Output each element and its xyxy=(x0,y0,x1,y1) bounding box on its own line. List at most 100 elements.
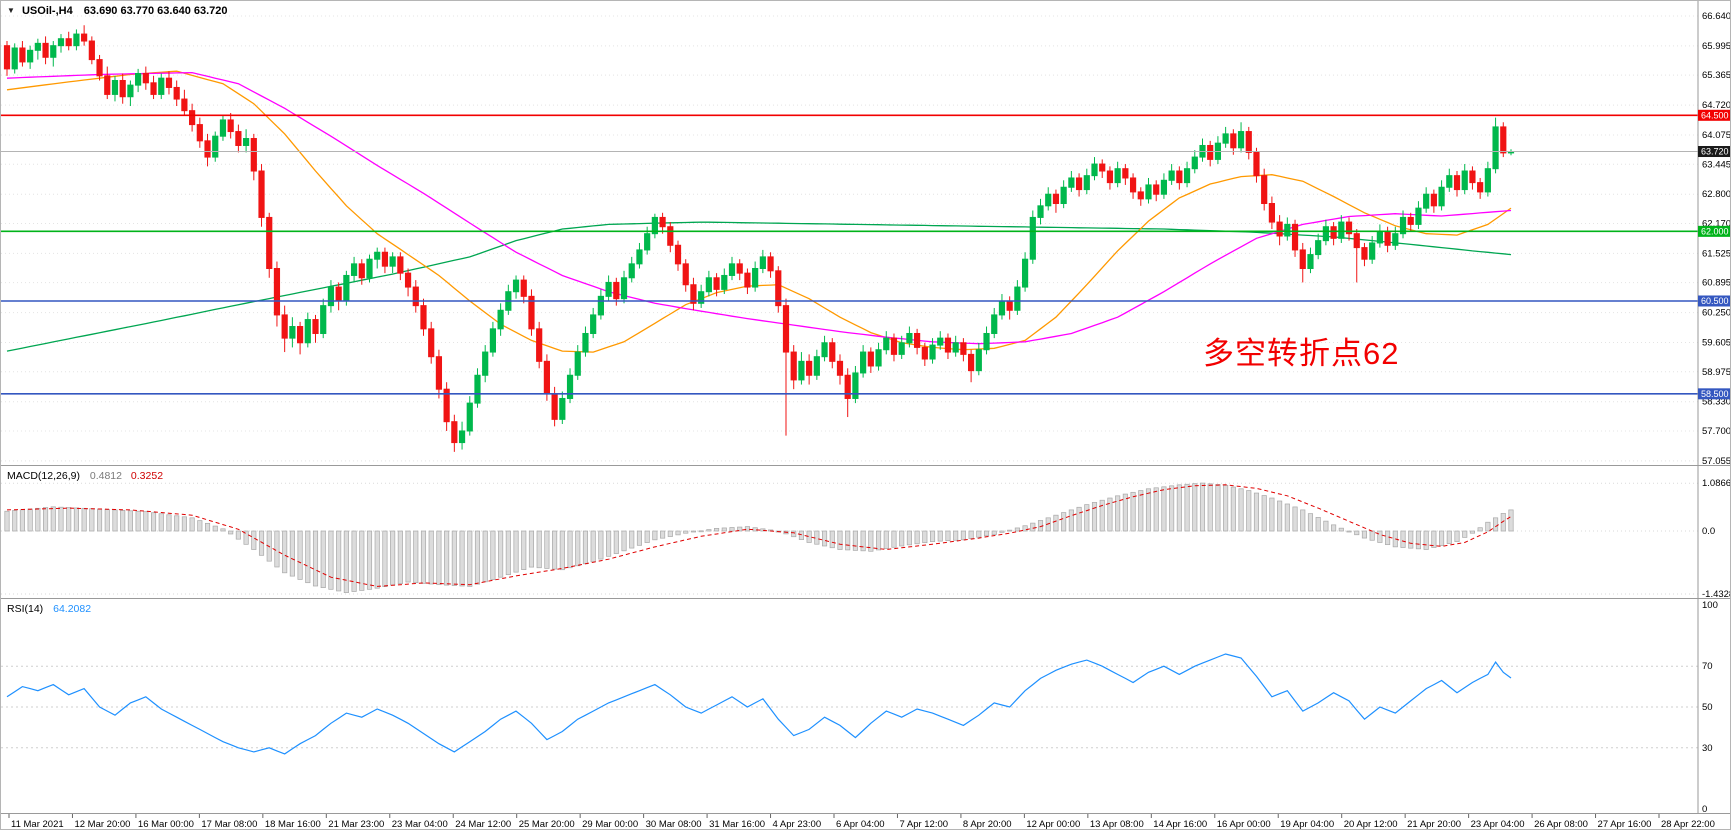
candle xyxy=(690,277,697,311)
candle xyxy=(19,41,26,67)
candle xyxy=(497,303,504,336)
candle xyxy=(266,212,273,278)
candle xyxy=(1461,164,1468,195)
candle xyxy=(242,129,250,153)
candle xyxy=(1492,117,1499,174)
main-price-pane[interactable] xyxy=(1,15,1698,462)
candle xyxy=(1299,242,1306,283)
candle xyxy=(628,256,635,283)
price-tick-label: 58.975 xyxy=(1702,367,1731,378)
rsi-tick-label: 100 xyxy=(1702,600,1718,611)
time-tick-label: 14 Apr 16:00 xyxy=(1153,819,1207,830)
candle xyxy=(219,115,227,141)
price-tick-label: 60.250 xyxy=(1702,308,1731,319)
candle xyxy=(512,275,520,299)
candle xyxy=(1261,168,1268,211)
macd-histogram xyxy=(4,482,1514,593)
candle xyxy=(1469,166,1476,190)
candle xyxy=(667,222,674,253)
candle xyxy=(1083,168,1090,195)
candle xyxy=(852,365,859,404)
candle xyxy=(559,391,566,425)
candle xyxy=(258,164,265,227)
candle xyxy=(929,338,936,364)
candle xyxy=(960,338,967,362)
candle xyxy=(1291,219,1299,257)
candle xyxy=(1037,198,1044,225)
rsi-line xyxy=(6,653,1512,755)
candle xyxy=(867,347,874,373)
candle xyxy=(1438,180,1445,211)
candle xyxy=(798,352,805,385)
candle xyxy=(790,345,797,390)
candle xyxy=(81,25,88,46)
candle xyxy=(204,133,211,167)
candle xyxy=(574,345,581,380)
candle xyxy=(528,289,535,336)
candle xyxy=(57,34,65,53)
candle xyxy=(590,307,597,339)
rsi-tick-label: 30 xyxy=(1702,743,1713,754)
time-tick-label: 6 Apr 04:00 xyxy=(836,819,885,830)
candle xyxy=(173,80,180,107)
time-tick-label: 24 Mar 12:00 xyxy=(455,819,511,830)
candle xyxy=(829,338,836,369)
candle xyxy=(1021,252,1029,292)
candles-layer xyxy=(3,25,1515,452)
candle xyxy=(366,254,373,283)
candle xyxy=(1276,215,1283,246)
price-badge-label: 60.500 xyxy=(1701,296,1729,306)
candle xyxy=(104,66,111,100)
candle xyxy=(1075,173,1083,197)
candle xyxy=(991,307,998,339)
candle xyxy=(566,368,574,404)
rsi-tick-label: 70 xyxy=(1702,661,1713,672)
candle xyxy=(898,335,905,360)
candle xyxy=(458,421,466,450)
candle xyxy=(1014,280,1021,315)
candle xyxy=(975,342,982,376)
candle xyxy=(1153,180,1160,202)
price-tick-label: 57.055 xyxy=(1702,456,1731,467)
candle xyxy=(1168,164,1175,185)
candle xyxy=(88,36,95,65)
candle xyxy=(227,112,234,139)
candle xyxy=(358,259,365,285)
price-badge-label: 62.000 xyxy=(1701,227,1729,237)
candle xyxy=(620,270,628,304)
time-tick-label: 12 Mar 20:00 xyxy=(74,819,130,830)
time-tick-label: 23 Apr 04:00 xyxy=(1471,819,1525,830)
price-badge: 62.000 xyxy=(1698,225,1730,237)
candle xyxy=(1106,166,1114,190)
candle xyxy=(3,41,11,76)
candle xyxy=(860,345,867,378)
candle xyxy=(27,45,34,69)
candle xyxy=(1430,189,1437,213)
candle xyxy=(1353,229,1360,283)
candle xyxy=(536,321,543,369)
price-tick-label: 64.720 xyxy=(1702,100,1731,111)
price-tick-label: 62.170 xyxy=(1702,218,1731,229)
candle xyxy=(489,321,497,357)
time-tick-label: 12 Apr 00:00 xyxy=(1026,819,1080,830)
candle xyxy=(674,240,682,271)
rsi-tick-label: 0 xyxy=(1702,804,1707,815)
price-axis[interactable]: 66.640 65.995 65.365 64.720 64.075 63.445 62.8… xyxy=(1702,11,1731,815)
candle xyxy=(651,213,658,239)
candle xyxy=(1137,187,1144,206)
candle xyxy=(883,331,890,355)
candle xyxy=(73,29,80,51)
macd-pane[interactable] xyxy=(1,482,1698,595)
candle xyxy=(1183,161,1191,188)
price-tick-label: 63.445 xyxy=(1702,159,1731,170)
candle xyxy=(474,368,481,408)
time-tick-label: 16 Apr 00:00 xyxy=(1217,819,1271,830)
candle xyxy=(1338,215,1345,243)
candle xyxy=(34,38,41,60)
rsi-pane[interactable] xyxy=(1,653,1698,755)
candle xyxy=(135,68,142,93)
candle xyxy=(968,349,975,383)
time-axis[interactable]: 11 Mar 2021 12 Mar 20:00 16 Mar 00:00 17 Ma… xyxy=(8,814,1715,830)
